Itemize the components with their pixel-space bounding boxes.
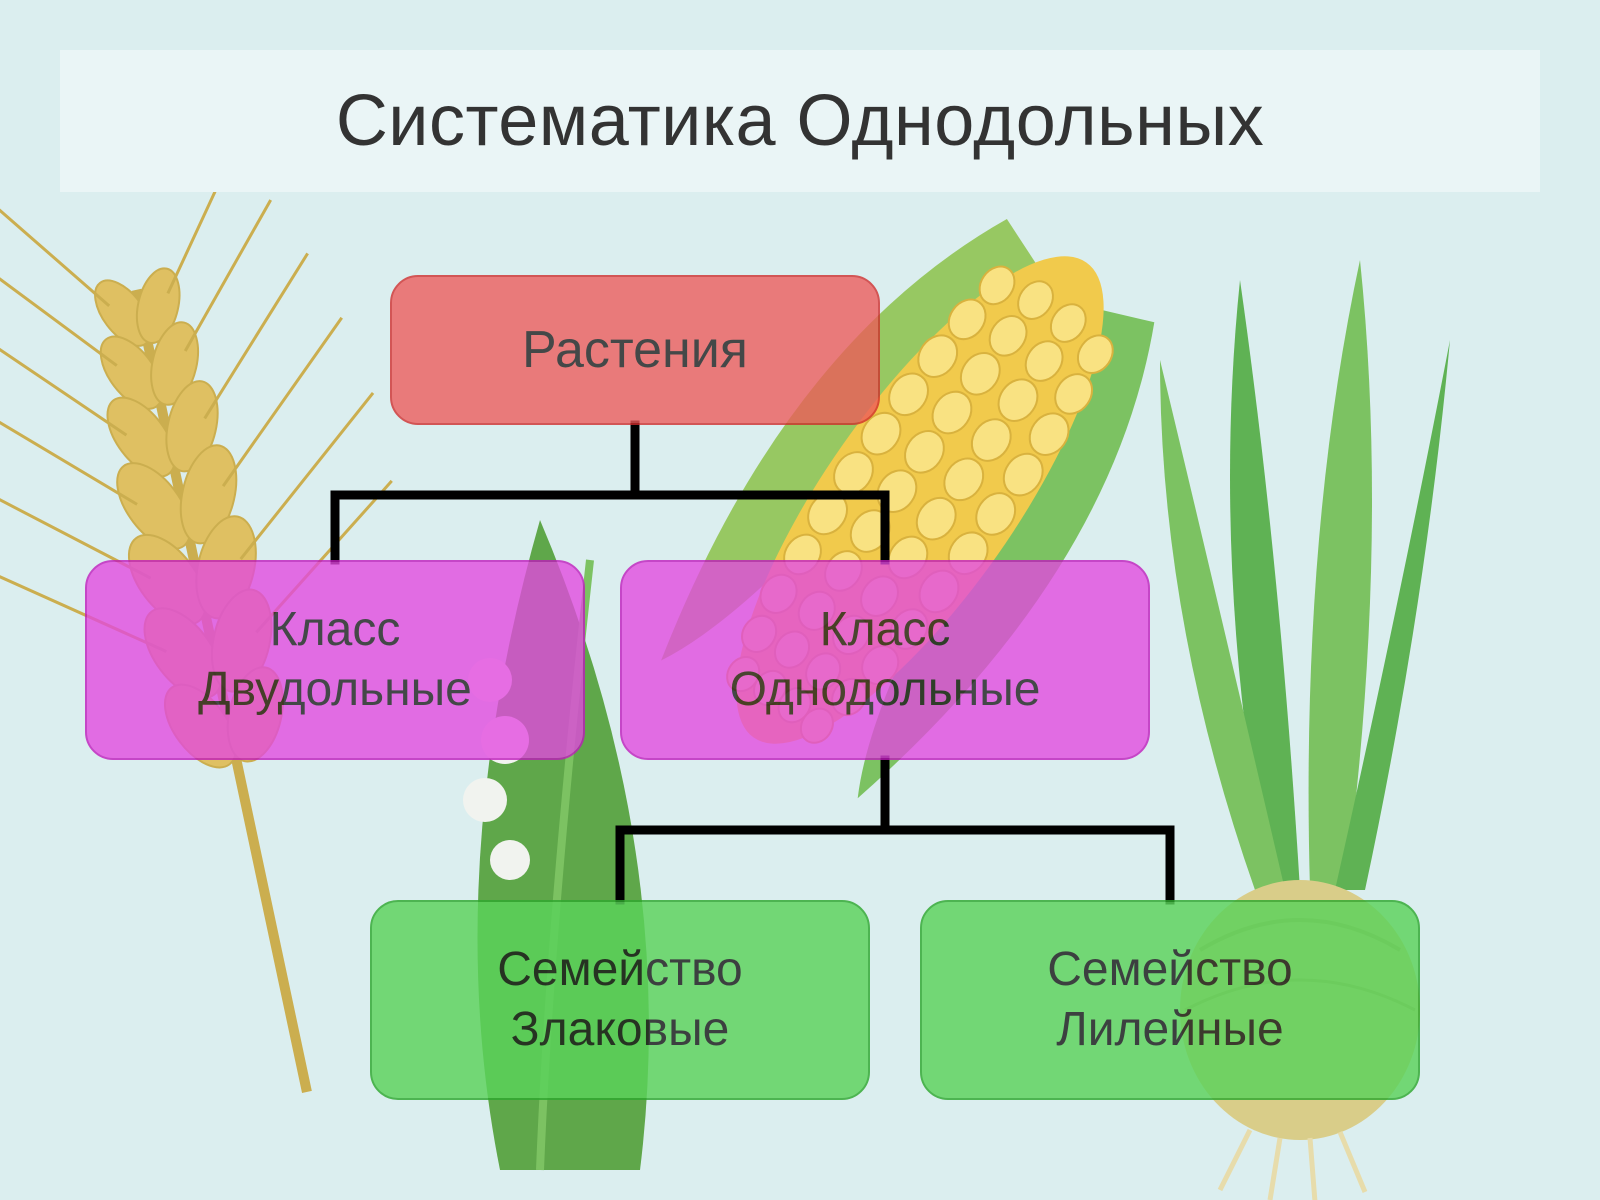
node-class-monocot: КлассОднодольные bbox=[620, 560, 1150, 760]
tree-diagram: Растения КлассДвудольные КлассОднодольны… bbox=[0, 0, 1600, 1200]
node-family-gramineae-label: СемействоЗлаковые bbox=[497, 940, 743, 1060]
node-family-liliaceae-label: СемействоЛилейные bbox=[1047, 940, 1293, 1060]
node-class-monocot-label: КлассОднодольные bbox=[730, 600, 1041, 720]
node-root-label: Растения bbox=[522, 318, 748, 383]
node-class-dicot: КлассДвудольные bbox=[85, 560, 585, 760]
node-family-gramineae: СемействоЗлаковые bbox=[370, 900, 870, 1100]
node-class-dicot-label: КлассДвудольные bbox=[198, 600, 472, 720]
node-root: Растения bbox=[390, 275, 880, 425]
node-family-liliaceae: СемействоЛилейные bbox=[920, 900, 1420, 1100]
